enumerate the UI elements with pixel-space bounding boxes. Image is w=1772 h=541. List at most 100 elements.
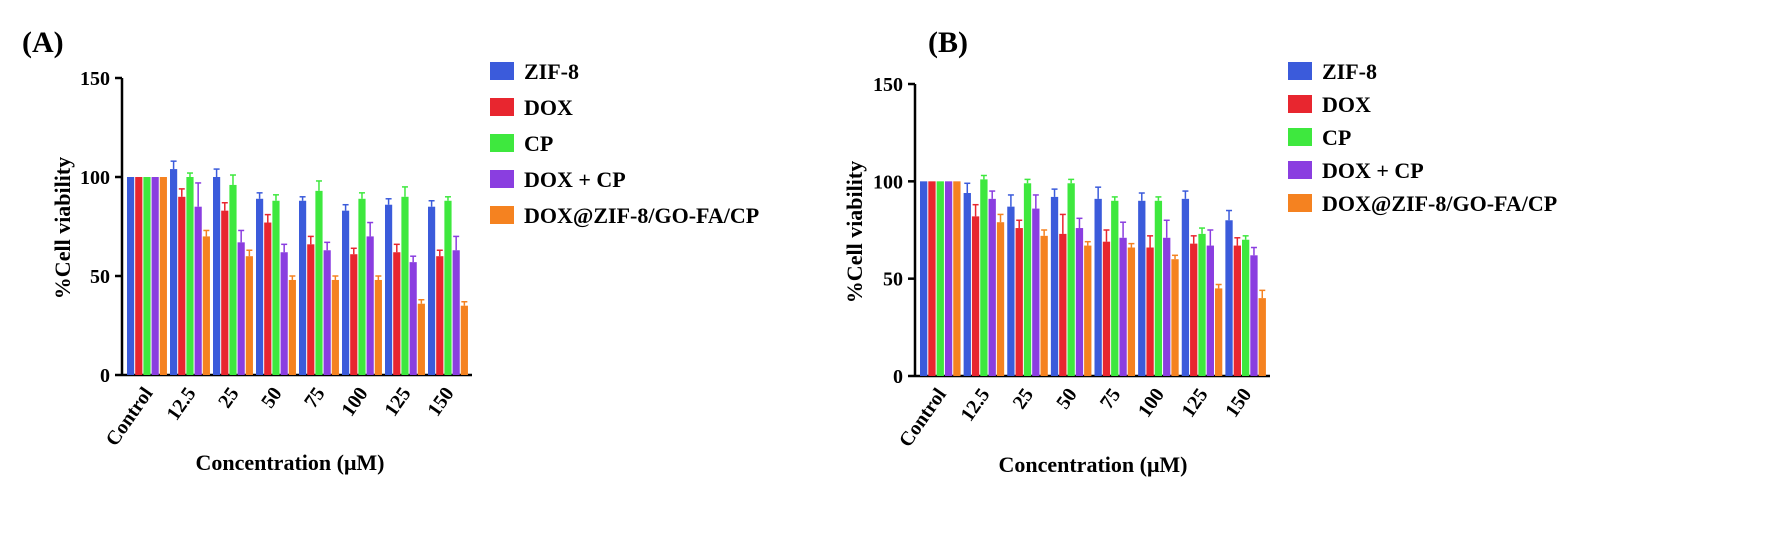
bar bbox=[350, 254, 358, 375]
bar bbox=[170, 169, 178, 375]
bar bbox=[1075, 228, 1084, 376]
legend-swatch bbox=[1288, 194, 1312, 212]
bar bbox=[288, 279, 296, 375]
bar bbox=[307, 244, 315, 375]
bar bbox=[963, 193, 971, 376]
legend-label: DOX@ZIF-8/GO-FA/CP bbox=[524, 203, 759, 228]
legend-swatch bbox=[1288, 128, 1312, 146]
bar bbox=[1198, 233, 1206, 376]
y-tick-label: 150 bbox=[873, 74, 903, 96]
bar bbox=[1258, 298, 1266, 376]
bar bbox=[996, 222, 1005, 376]
bar bbox=[178, 196, 186, 375]
bar bbox=[393, 252, 401, 375]
bar bbox=[1023, 183, 1032, 376]
y-tick-label: 100 bbox=[873, 171, 903, 193]
legend-label: DOX + CP bbox=[524, 167, 626, 192]
bar bbox=[417, 303, 425, 375]
bar bbox=[194, 206, 202, 375]
panel-a: (A) %Cell viability Concentration (μM) 0… bbox=[22, 26, 759, 475]
bar bbox=[1084, 245, 1092, 376]
y-tick-label: 50 bbox=[90, 266, 110, 288]
bar bbox=[342, 210, 350, 375]
x-tick-label: 125 bbox=[380, 383, 415, 420]
bar bbox=[1032, 208, 1040, 376]
bar bbox=[280, 252, 288, 375]
bar bbox=[323, 250, 331, 375]
bar bbox=[1015, 228, 1023, 376]
x-axis-title: Concentration (μM) bbox=[195, 450, 384, 475]
bar bbox=[256, 198, 264, 375]
y-axis-title: %Cell viability bbox=[50, 157, 75, 299]
bar bbox=[1225, 220, 1233, 376]
y-tick-label: 100 bbox=[80, 167, 110, 189]
legend-label: CP bbox=[1322, 125, 1351, 150]
legend-swatch bbox=[490, 62, 514, 80]
bar bbox=[331, 279, 339, 375]
bar bbox=[135, 177, 143, 375]
legend-label: DOX@ZIF-8/GO-FA/CP bbox=[1322, 191, 1557, 216]
legend-swatch bbox=[1288, 95, 1312, 113]
bar bbox=[944, 181, 953, 376]
legend-swatch bbox=[1288, 161, 1312, 179]
legend-label: ZIF-8 bbox=[1322, 59, 1377, 84]
bar bbox=[1127, 247, 1136, 376]
panel-label: (B) bbox=[928, 26, 968, 59]
x-tick-label: Control bbox=[895, 384, 951, 451]
bar bbox=[1119, 237, 1127, 376]
x-tick-label: 25 bbox=[214, 383, 243, 412]
bar bbox=[1040, 235, 1048, 376]
bar bbox=[1138, 200, 1146, 376]
bar bbox=[374, 279, 382, 375]
bar bbox=[1094, 198, 1102, 376]
bar bbox=[1154, 200, 1163, 376]
x-tick-label: 50 bbox=[1052, 384, 1081, 413]
bar bbox=[143, 177, 151, 375]
bar bbox=[159, 177, 167, 375]
y-axis-title: %Cell viability bbox=[842, 161, 867, 303]
bar bbox=[1059, 233, 1067, 376]
panel-label: (A) bbox=[22, 26, 64, 59]
bar bbox=[1007, 206, 1015, 376]
legend-label: DOX bbox=[1322, 92, 1371, 117]
panel-b: (B) %Cell viability Concentration (μM) 0… bbox=[842, 26, 1557, 477]
bar bbox=[460, 305, 468, 375]
bar bbox=[1190, 243, 1198, 376]
x-tick-label: Control bbox=[102, 383, 158, 450]
bar bbox=[988, 198, 996, 376]
bar bbox=[1067, 183, 1075, 376]
bar bbox=[1171, 259, 1179, 376]
bar bbox=[928, 181, 936, 376]
bar bbox=[127, 177, 135, 375]
y-tick-label: 150 bbox=[80, 68, 110, 90]
legend-label: ZIF-8 bbox=[524, 59, 579, 84]
x-tick-label: 75 bbox=[1096, 384, 1125, 413]
legend-swatch bbox=[490, 98, 514, 116]
bar bbox=[264, 222, 272, 375]
legend-swatch bbox=[490, 206, 514, 224]
bar bbox=[1146, 247, 1154, 376]
x-tick-label: 125 bbox=[1177, 384, 1212, 421]
bar bbox=[1214, 288, 1223, 376]
bar bbox=[1111, 200, 1119, 376]
bar bbox=[401, 196, 409, 375]
x-tick-label: 12.5 bbox=[162, 383, 200, 424]
x-tick-label: 25 bbox=[1009, 384, 1038, 413]
bar bbox=[1163, 237, 1171, 376]
x-tick-label: 100 bbox=[337, 383, 372, 420]
x-tick-label: 12.5 bbox=[956, 384, 994, 425]
bar bbox=[428, 206, 436, 375]
legend: ZIF-8 DOX CP DOX + CP DOX@ZIF-8/GO-FA/CP bbox=[490, 59, 759, 228]
bar bbox=[1206, 245, 1214, 376]
bar bbox=[186, 177, 194, 375]
bar bbox=[436, 256, 444, 375]
bar bbox=[1050, 196, 1059, 376]
bar bbox=[1241, 239, 1250, 376]
legend-label: CP bbox=[524, 131, 553, 156]
x-tick-label: 150 bbox=[1221, 384, 1256, 421]
legend: ZIF-8 DOX CP DOX + CP DOX@ZIF-8/GO-FA/CP bbox=[1288, 59, 1557, 216]
bar bbox=[452, 250, 460, 375]
